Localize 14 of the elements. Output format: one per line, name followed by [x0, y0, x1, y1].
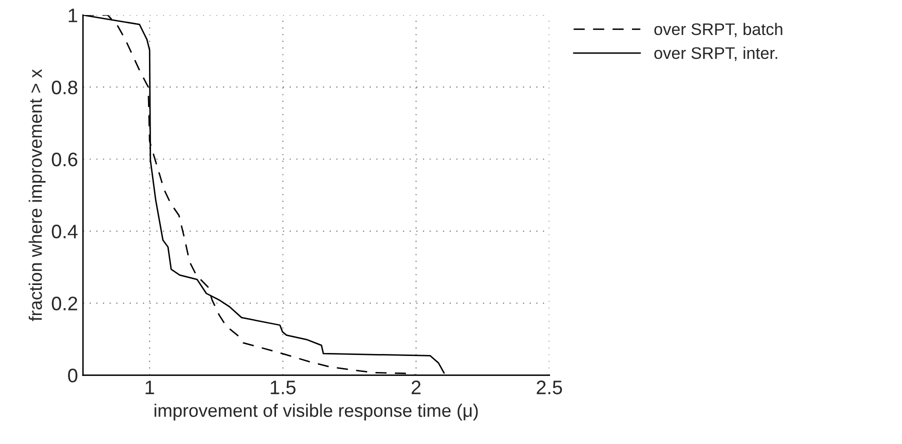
x-tick-label: 1 [146, 380, 154, 394]
y-tick-label: 0.8 [52, 80, 78, 94]
y-tick-label: 0.6 [52, 152, 78, 166]
y-tick-label: 0.4 [52, 224, 78, 238]
y-tick-label: 0.2 [52, 296, 78, 310]
legend-label: over SRPT, batch [654, 22, 782, 38]
y-axis-title: fraction where improvement > x [28, 69, 46, 322]
x-tick-label: 2.5 [536, 380, 562, 394]
x-tick-label: 2 [412, 380, 421, 394]
legend-label: over SRPT, inter. [654, 46, 778, 61]
x-axis-title: improvement of visible response time (μ) [154, 404, 478, 421]
y-tick-label: 0 [68, 368, 78, 382]
y-tick-label: 1 [68, 8, 78, 22]
x-tick-label: 1.5 [270, 380, 296, 394]
